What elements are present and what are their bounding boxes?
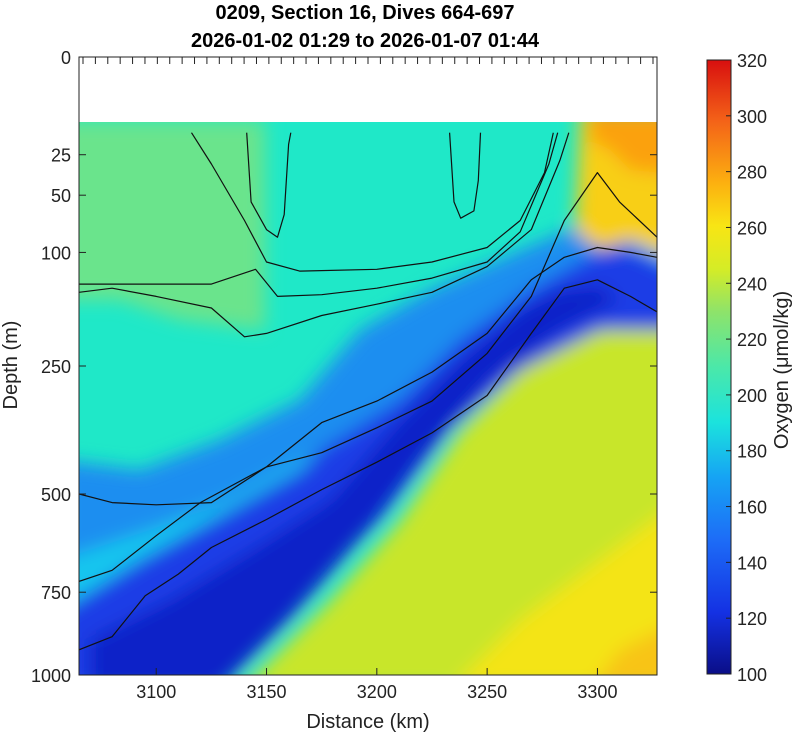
colorbar-tick-label: 240 bbox=[737, 274, 767, 294]
colorbar-tick-label: 200 bbox=[737, 386, 767, 406]
x-axis-label: Distance (km) bbox=[306, 711, 429, 733]
colorbar-tick-label: 220 bbox=[737, 330, 767, 350]
contour-line-c5 bbox=[79, 132, 559, 297]
contour-line-c4 bbox=[79, 132, 570, 338]
y-tick-label: 50 bbox=[51, 186, 71, 206]
colorbar bbox=[706, 59, 732, 675]
field-deep-orange bbox=[601, 631, 657, 675]
chart-title-line-1: 0209, Section 16, Dives 664-697 bbox=[215, 2, 515, 24]
y-tick-label: 25 bbox=[51, 146, 71, 166]
colorbar-ticks: 100 120 140 160 180 200 220 240 260 280 300 320 bbox=[726, 51, 767, 685]
colorbar-tick-label: 260 bbox=[737, 218, 767, 238]
field-surface-orange bbox=[590, 122, 657, 173]
x-tick-label: 3250 bbox=[467, 682, 507, 702]
contour-line-c2 bbox=[79, 246, 657, 582]
colorbar-tick-label: 300 bbox=[737, 107, 767, 127]
field-deep-water bbox=[255, 305, 657, 675]
y-tick-label: 100 bbox=[41, 243, 71, 263]
contour-line-c3 bbox=[79, 172, 657, 506]
y-tick-label: 500 bbox=[41, 485, 71, 505]
contour-lines bbox=[79, 132, 657, 651]
y-tick-label: 0 bbox=[61, 48, 71, 68]
x-tick-label: 3150 bbox=[246, 682, 286, 702]
field-mid-blue bbox=[79, 221, 657, 554]
oxygen-field bbox=[79, 122, 657, 675]
x-tick-label: 3100 bbox=[136, 682, 176, 702]
colorbar-tick-label: 320 bbox=[737, 51, 767, 71]
colorbar-tick-label: 140 bbox=[737, 553, 767, 573]
top-minor-ticks bbox=[82, 57, 654, 64]
y-tick-label: 250 bbox=[41, 357, 71, 377]
x-axis-ticks: 3100 3150 3200 3250 3300 bbox=[136, 668, 617, 702]
x-tick-label: 3200 bbox=[357, 682, 397, 702]
contour-line-c1 bbox=[79, 279, 657, 651]
colorbar-tick-label: 280 bbox=[737, 163, 767, 183]
contour-line-c6 bbox=[190, 132, 554, 272]
colorbar-tick-label: 160 bbox=[737, 498, 767, 518]
colorbar-label: Oxygen (μmol/kg) bbox=[771, 291, 793, 449]
y-axis-label: Depth (m) bbox=[0, 321, 22, 410]
y-tick-label: 1000 bbox=[31, 666, 71, 686]
field-oxygen-minimum-core bbox=[90, 285, 620, 675]
colorbar-tick-label: 120 bbox=[737, 609, 767, 629]
contour-line-c7 bbox=[246, 132, 292, 238]
x-tick-label: 3300 bbox=[577, 682, 617, 702]
field-deep-yellow bbox=[465, 517, 657, 675]
y-tick-label: 750 bbox=[41, 583, 71, 603]
contour-line-c8 bbox=[449, 132, 482, 219]
y-axis-ticks: 0 25 50 100 250 500 750 1000 bbox=[31, 48, 657, 686]
colorbar-tick-label: 100 bbox=[737, 665, 767, 685]
field-upper-left-green bbox=[79, 122, 265, 330]
chart-title-line-2: 2026-01-02 01:29 to 2026-01-07 01:44 bbox=[190, 30, 540, 52]
colorbar-tick-label: 180 bbox=[737, 442, 767, 462]
